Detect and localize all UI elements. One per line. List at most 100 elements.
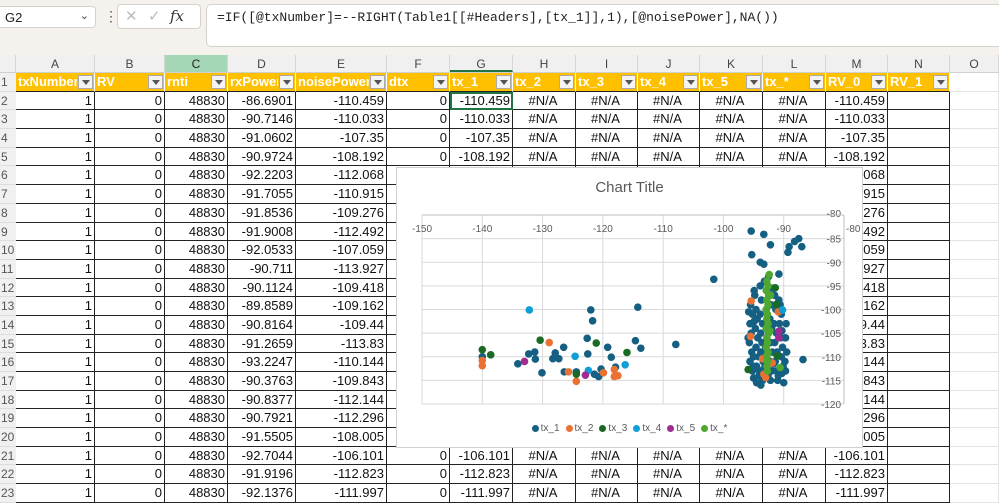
cell-N2[interactable] <box>888 91 950 111</box>
table-header-tx_2[interactable]: tx_2 <box>513 73 576 92</box>
column-header-O[interactable]: O <box>950 55 999 72</box>
row-header[interactable]: 20 <box>0 428 16 447</box>
cell-A14[interactable]: 1 <box>16 315 95 335</box>
scatter-chart[interactable]: Chart Title -150 -140 -130 -120 -110 -100 -90 -… <box>396 167 863 448</box>
cell-A5[interactable]: 1 <box>16 147 95 167</box>
row-header[interactable]: 14 <box>0 315 16 335</box>
column-header-E[interactable]: E <box>296 55 387 72</box>
row-header[interactable]: 8 <box>0 203 16 223</box>
row-header[interactable]: 19 <box>0 409 16 429</box>
cell-C9[interactable]: 48830 <box>165 222 228 242</box>
cell-A6[interactable]: 1 <box>16 166 95 186</box>
chart-title[interactable]: Chart Title <box>595 179 664 196</box>
cell-I5[interactable]: #N/A <box>576 147 638 167</box>
legend-item-tx_1[interactable]: tx_1 <box>531 423 560 434</box>
cell-A9[interactable]: 1 <box>16 222 95 242</box>
cell-N11[interactable] <box>888 259 950 279</box>
cell-F4[interactable]: 0 <box>387 129 450 148</box>
cell-L3[interactable]: #N/A <box>763 110 826 130</box>
table-header-noisePower[interactable]: noisePower <box>296 73 387 92</box>
cell-E14[interactable]: -109.44 <box>296 315 387 335</box>
cell-B6[interactable]: 0 <box>95 166 165 186</box>
cell[interactable] <box>950 129 999 148</box>
row-header[interactable]: 1 <box>0 73 16 92</box>
row-header[interactable]: 10 <box>0 241 16 260</box>
cell-B16[interactable]: 0 <box>95 353 165 372</box>
cell-B2[interactable]: 0 <box>95 91 165 111</box>
cell[interactable] <box>950 241 999 260</box>
cell-N13[interactable] <box>888 297 950 316</box>
cell-A11[interactable]: 1 <box>16 259 95 279</box>
cell-A17[interactable]: 1 <box>16 372 95 391</box>
cell-A8[interactable]: 1 <box>16 203 95 223</box>
cell-K4[interactable]: #N/A <box>700 129 763 148</box>
cell-A21[interactable]: 1 <box>16 446 95 466</box>
row-header[interactable]: 9 <box>0 222 16 242</box>
cell-D6[interactable]: -92.2203 <box>228 166 296 186</box>
row-header[interactable]: 2 <box>0 91 16 111</box>
cell-C12[interactable]: 48830 <box>165 278 228 298</box>
cell-N14[interactable] <box>888 315 950 335</box>
cell-B13[interactable]: 0 <box>95 297 165 316</box>
cell-C11[interactable]: 48830 <box>165 259 228 279</box>
cell-C10[interactable]: 48830 <box>165 241 228 260</box>
row-header[interactable]: 11 <box>0 259 16 279</box>
cell-F5[interactable]: 0 <box>387 147 450 167</box>
cell-K2[interactable]: #N/A <box>700 91 763 111</box>
cell-J5[interactable]: #N/A <box>638 147 700 167</box>
cell-H2[interactable]: #N/A <box>513 91 576 111</box>
cell-I23[interactable]: #N/A <box>576 484 638 503</box>
cell-D20[interactable]: -91.5505 <box>228 428 296 447</box>
table-header-RV_0[interactable]: RV_0 <box>826 73 888 92</box>
cell-G4[interactable]: -107.35 <box>450 129 513 148</box>
cell-M23[interactable]: -111.997 <box>826 484 888 503</box>
cell-A22[interactable]: 1 <box>16 465 95 485</box>
cell-F22[interactable]: 0 <box>387 465 450 485</box>
cell-E23[interactable]: -111.997 <box>296 484 387 503</box>
cell-E20[interactable]: -108.005 <box>296 428 387 447</box>
legend-item-tx_3[interactable]: tx_3 <box>599 423 627 434</box>
column-header-B[interactable]: B <box>95 55 165 72</box>
cell-J21[interactable]: #N/A <box>638 446 700 466</box>
cell-B19[interactable]: 0 <box>95 409 165 429</box>
filter-dropdown-icon[interactable] <box>370 75 385 89</box>
more-options-icon[interactable]: ⋮ <box>104 8 118 24</box>
cell-C3[interactable]: 48830 <box>165 110 228 130</box>
cell-L22[interactable]: #N/A <box>763 465 826 485</box>
cell-A2[interactable]: 1 <box>16 91 95 111</box>
cell-A7[interactable]: 1 <box>16 185 95 204</box>
cell-L21[interactable]: #N/A <box>763 446 826 466</box>
cell-F2[interactable]: 0 <box>387 91 450 111</box>
formula-input[interactable]: =IF([@txNumber]=--RIGHT(Table1[[#Headers… <box>206 4 999 47</box>
cell-N7[interactable] <box>888 185 950 204</box>
cell-L23[interactable]: #N/A <box>763 484 826 503</box>
cell-N8[interactable] <box>888 203 950 223</box>
cell-N17[interactable] <box>888 372 950 391</box>
cell-E17[interactable]: -109.843 <box>296 372 387 391</box>
cell-B12[interactable]: 0 <box>95 278 165 298</box>
cell-D10[interactable]: -92.0533 <box>228 241 296 260</box>
cell-H22[interactable]: #N/A <box>513 465 576 485</box>
legend-item-tx_2[interactable]: tx_2 <box>565 423 593 434</box>
table-header-tx_3[interactable]: tx_3 <box>576 73 638 92</box>
cell-D19[interactable]: -90.7921 <box>228 409 296 429</box>
cell-E4[interactable]: -107.35 <box>296 129 387 148</box>
insert-function-icon[interactable]: fx <box>170 7 185 25</box>
cell-B14[interactable]: 0 <box>95 315 165 335</box>
column-header-I[interactable]: I <box>576 55 638 72</box>
legend-item-tx_5[interactable]: tx_5 <box>667 423 695 434</box>
cell-L2[interactable]: #N/A <box>763 91 826 111</box>
cell-A15[interactable]: 1 <box>16 334 95 354</box>
filter-dropdown-icon[interactable] <box>809 75 824 89</box>
cell-G21[interactable]: -106.101 <box>450 446 513 466</box>
cell-H21[interactable]: #N/A <box>513 446 576 466</box>
row-header[interactable]: 15 <box>0 334 16 354</box>
cell[interactable] <box>950 465 999 485</box>
table-header-tx_*[interactable]: tx_* <box>763 73 826 92</box>
cell-D22[interactable]: -91.9196 <box>228 465 296 485</box>
row-header[interactable]: 23 <box>0 484 16 503</box>
cell-B9[interactable]: 0 <box>95 222 165 242</box>
cell-C23[interactable]: 48830 <box>165 484 228 503</box>
cell-D5[interactable]: -90.9724 <box>228 147 296 167</box>
column-header-A[interactable]: A <box>16 55 95 72</box>
